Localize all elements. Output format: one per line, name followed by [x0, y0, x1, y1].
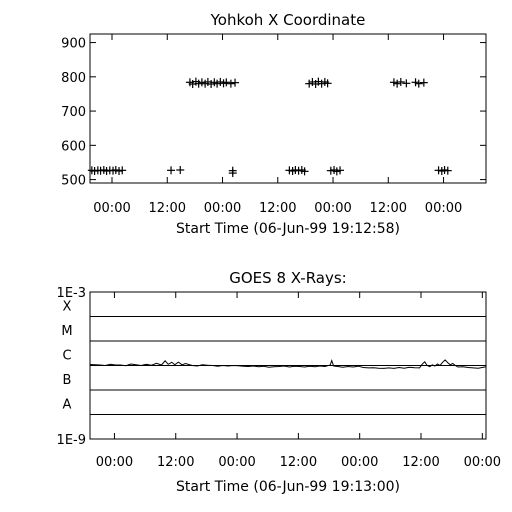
bottom-x-tick-label: 12:00: [280, 455, 317, 470]
top-x-tick-label: 00:00: [425, 201, 462, 216]
data-point: [414, 79, 423, 88]
data-point: [176, 165, 185, 174]
top-x-axis-label: Start Time (06-Jun-99 19:12:58): [176, 221, 400, 237]
top-x-tick-label: 12:00: [149, 201, 186, 216]
top-x-tick-label: 12:00: [259, 201, 296, 216]
top-y-tick-label: 700: [61, 105, 86, 120]
top-x-tick-label: 00:00: [204, 201, 241, 216]
data-point: [393, 79, 402, 88]
data-point: [222, 78, 231, 87]
data-point: [419, 78, 428, 87]
top-y-tick-label: 500: [61, 174, 86, 189]
top-data-points: [87, 77, 452, 178]
data-point: [118, 166, 127, 175]
top-x-tick-label: 00:00: [314, 201, 351, 216]
bottom-y-tick-label: 1E-3: [57, 286, 86, 301]
bottom-x-tick-label: 00:00: [464, 455, 501, 470]
data-point: [336, 166, 345, 175]
bottom-x-tick-label: 00:00: [341, 455, 378, 470]
bottom-class-lines: [90, 316, 486, 415]
bottom-y-tick-label: M: [61, 324, 72, 339]
top-plot-frame: [89, 33, 487, 184]
bottom-x-tick-label: 12:00: [402, 455, 439, 470]
bottom-y-tick-label: X: [63, 300, 72, 315]
bottom-y-tick-label: 1E-9: [57, 433, 86, 448]
bottom-x-axis-label: Start Time (06-Jun-99 19:13:00): [176, 479, 400, 495]
top-y-tick-label: 800: [61, 71, 86, 86]
data-point: [226, 79, 235, 88]
bottom-y-tick-label: A: [63, 398, 72, 413]
data-point: [396, 77, 405, 86]
data-point: [167, 166, 176, 175]
data-point: [443, 166, 452, 175]
top-x-tick-label: 00:00: [93, 201, 130, 216]
data-point: [300, 167, 309, 176]
data-point: [228, 169, 237, 178]
top-y-tick-label: 600: [61, 139, 86, 154]
top-chart: Yohkoh X Coordinate 500 600 700 800 900 00:00…: [61, 11, 487, 237]
data-point: [231, 78, 240, 87]
top-y-tick-label: 900: [61, 37, 86, 52]
top-chart-title: Yohkoh X Coordinate: [210, 11, 366, 29]
goes-flux-line: [89, 359, 487, 369]
data-point: [402, 79, 411, 88]
bottom-x-tick-label: 12:00: [157, 455, 194, 470]
top-axis-ticks: 500 600 700 800 900 00:00 12:00 00:00 12:00 00:00…: [61, 34, 486, 216]
bottom-x-tick-label: 00:00: [96, 455, 133, 470]
bottom-y-tick-label: B: [63, 373, 72, 388]
bottom-x-tick-label: 00:00: [218, 455, 255, 470]
data-point: [323, 79, 332, 88]
bottom-y-tick-label: C: [62, 349, 71, 364]
top-x-tick-label: 12:00: [370, 201, 407, 216]
bottom-chart-title: GOES 8 X-Rays:: [229, 269, 346, 287]
